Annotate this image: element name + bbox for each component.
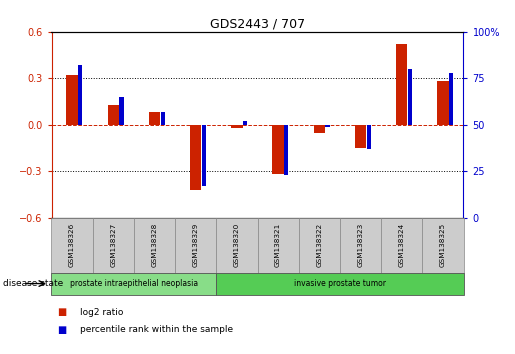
Text: GSM138325: GSM138325	[440, 223, 446, 267]
Bar	[449, 73, 453, 125]
Text: percentile rank within the sample: percentile rank within the sample	[80, 325, 233, 335]
Text: prostate intraepithelial neoplasia: prostate intraepithelial neoplasia	[70, 279, 198, 288]
Bar	[216, 273, 464, 295]
Text: GSM138324: GSM138324	[399, 223, 405, 267]
Text: GSM138328: GSM138328	[151, 223, 158, 267]
Bar	[437, 81, 449, 125]
Bar	[325, 125, 330, 127]
Bar	[284, 125, 288, 175]
Text: GSM138327: GSM138327	[110, 223, 116, 267]
Title: GDS2443 / 707: GDS2443 / 707	[210, 18, 305, 31]
Text: GSM138323: GSM138323	[357, 223, 364, 267]
Bar	[367, 125, 371, 149]
Bar	[108, 105, 119, 125]
Text: invasive prostate tumor: invasive prostate tumor	[294, 279, 386, 288]
Bar	[231, 125, 243, 128]
Bar	[355, 125, 366, 148]
Bar	[161, 112, 165, 125]
Bar	[243, 121, 247, 125]
Bar	[272, 125, 284, 175]
Bar	[66, 75, 78, 125]
Bar	[52, 218, 93, 273]
Text: GSM138329: GSM138329	[193, 223, 199, 267]
Text: GSM138322: GSM138322	[316, 223, 322, 267]
Text: GSM138321: GSM138321	[275, 223, 281, 267]
Bar	[381, 218, 422, 273]
Text: ■: ■	[57, 325, 66, 335]
Bar	[175, 218, 216, 273]
Bar	[299, 218, 340, 273]
Text: disease state: disease state	[3, 279, 63, 288]
Text: GSM138320: GSM138320	[234, 223, 240, 267]
Bar	[190, 125, 201, 190]
Bar	[396, 44, 407, 125]
Bar	[422, 218, 464, 273]
Bar	[93, 218, 134, 273]
Bar	[149, 113, 160, 125]
Text: log2 ratio: log2 ratio	[80, 308, 123, 317]
Bar	[314, 125, 325, 132]
Bar	[119, 97, 124, 125]
Bar	[202, 125, 206, 186]
Bar	[52, 273, 216, 295]
Bar	[408, 69, 412, 125]
Bar	[216, 218, 258, 273]
Bar	[258, 218, 299, 273]
Bar	[134, 218, 175, 273]
Text: ■: ■	[57, 307, 66, 317]
Bar	[78, 65, 82, 125]
Text: GSM138326: GSM138326	[69, 223, 75, 267]
Bar	[340, 218, 381, 273]
